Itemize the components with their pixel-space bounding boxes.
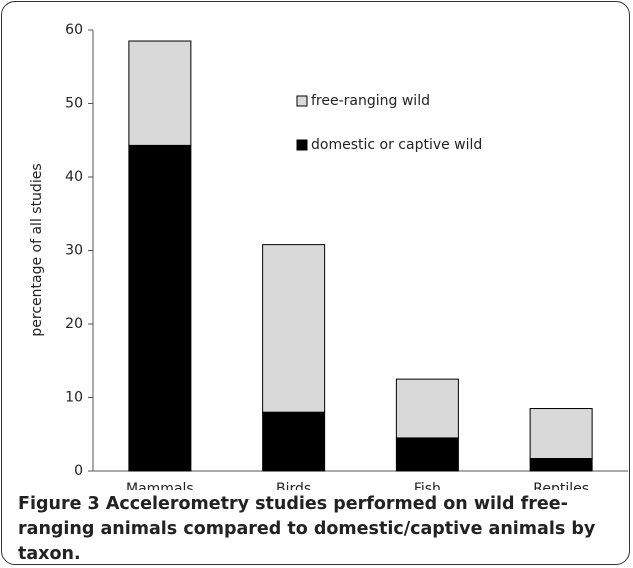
bar-segment [262,411,326,472]
bar-segment [529,458,593,472]
legend-swatch [296,139,308,151]
bar-segment [529,408,593,460]
caption-text: Accelerometry studies performed on wild … [18,494,596,564]
y-tick-label: 0 [74,463,83,479]
chart: percentage of all studies 0 10 20 30 40 50 60 M… [29,22,628,490]
y-tick-label: 60 [65,22,83,38]
bar-segment [395,437,459,472]
x-tick-label: Reptiles [533,481,589,490]
y-tick-label: 10 [65,390,83,406]
legend-label: domestic or captive wild [311,137,482,153]
caption: Figure 3 Accelerometry studies performed… [18,492,618,567]
bar-segment [128,40,192,146]
x-tick-label: Mammals [126,481,194,490]
y-tick-label: 20 [65,316,83,332]
bar-segment [262,244,326,413]
y-tick-label: 30 [65,243,83,259]
y-tick-label: 40 [65,169,83,185]
legend-label: free-ranging wild [311,93,430,109]
bar-segment [395,378,459,439]
figure-label: Figure 3 [18,494,100,514]
y-tick-label: 50 [65,96,83,112]
y-axis-label: percentage of all studies [29,163,45,336]
x-tick-label: Fish [414,481,441,490]
bar-segment [128,144,192,472]
legend-swatch [296,95,308,107]
x-tick-label: Birds [276,481,311,490]
